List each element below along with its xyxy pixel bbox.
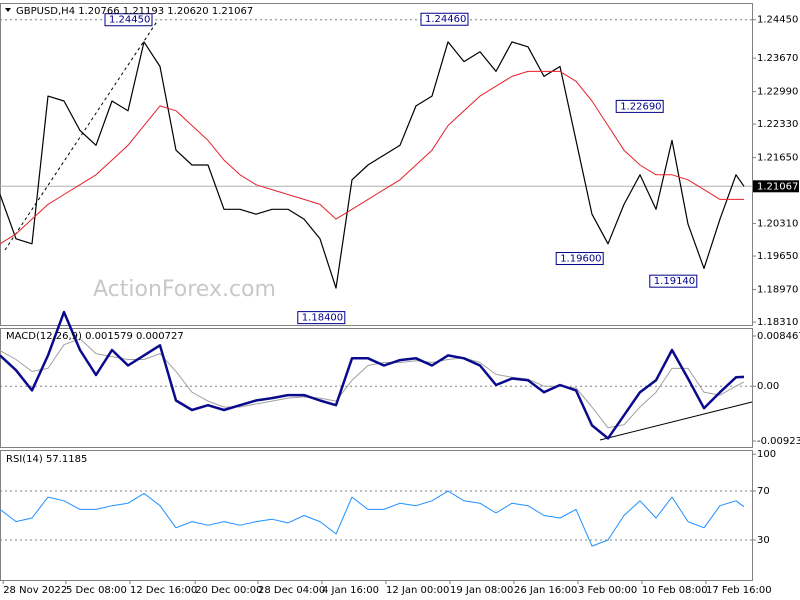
y-tick-label: 70 (757, 486, 770, 497)
y-tick-label: 30 (757, 535, 770, 546)
macd-trend-line (599, 401, 753, 441)
annotation-label: 1.18400 (302, 313, 343, 324)
y-tick-label: 1.18310 (757, 317, 798, 328)
annotation-box (420, 12, 469, 26)
x-tick-label: 5 Dec 08:00 (66, 585, 127, 596)
series-line (0, 41, 745, 289)
x-tick-label: 28 Dec 04:00 (258, 585, 325, 596)
panel-title: GBPUSD,H4 1.20766 1.21193 1.20620 1.2106… (16, 6, 253, 17)
x-tick-label: 12 Dec 16:00 (130, 585, 197, 596)
current-price-box (753, 180, 799, 193)
y-tick-label: 100 (757, 449, 776, 460)
annotation-label: 1.19140 (654, 276, 695, 287)
x-tick-label: 20 Dec 00:00 (195, 585, 262, 596)
annotation-label: 1.19600 (560, 254, 601, 265)
y-tick-label: 1.23670 (757, 53, 798, 64)
series-line (0, 338, 745, 429)
y-tick-label: 1.19650 (757, 251, 798, 262)
x-tick-label: 19 Jan 08:00 (450, 585, 513, 596)
x-tick-label: 3 Feb 00:00 (578, 585, 637, 596)
series-line (0, 70, 744, 245)
y-tick-label: 1.22330 (757, 119, 798, 130)
y-tick-label: 1.24450 (757, 15, 798, 26)
x-tick-label: 17 Feb 16:00 (706, 585, 772, 596)
y-tick-label: 0.00 (757, 381, 779, 392)
trend-line (4, 19, 159, 251)
y-tick-label: 0.008467 (757, 331, 800, 342)
x-tick-label: 12 Jan 00:00 (386, 585, 449, 596)
macd-panel (0, 328, 753, 448)
symbol-marker (5, 8, 11, 12)
annotation-box (104, 13, 153, 27)
annotation-box (649, 274, 698, 288)
y-tick-label: 1.20310 (757, 219, 798, 230)
x-tick-label: 10 Feb 08:00 (642, 585, 708, 596)
annotation-box (615, 99, 664, 113)
y-tick-label: 1.21650 (757, 153, 798, 164)
x-tick-label: 28 Nov 2022 (3, 585, 67, 596)
annotation-label: 1.22690 (620, 101, 661, 112)
watermark: ActionForex.com (93, 277, 276, 302)
y-tick-label: -0.009233 (757, 436, 800, 447)
annotation-box (297, 311, 346, 325)
annotation-box (555, 252, 604, 266)
panel-title: MACD(12,26,9) 0.001579 0.000727 (6, 331, 184, 342)
rsi-panel (0, 450, 753, 581)
y-tick-label: 1.18970 (757, 285, 798, 296)
y-tick-label: 1.22990 (757, 87, 798, 98)
x-tick-label: 4 Jan 16:00 (322, 585, 379, 596)
price-panel (0, 3, 753, 326)
x-tick-label: 26 Jan 16:00 (514, 585, 577, 596)
current-price-label: 1.21067 (757, 181, 798, 192)
annotation-label: 1.24450 (109, 15, 150, 26)
panel-title: RSI(14) 57.1185 (6, 454, 87, 465)
series-line (0, 490, 745, 547)
annotation-label: 1.24460 (425, 14, 466, 25)
series-line (0, 310, 745, 440)
